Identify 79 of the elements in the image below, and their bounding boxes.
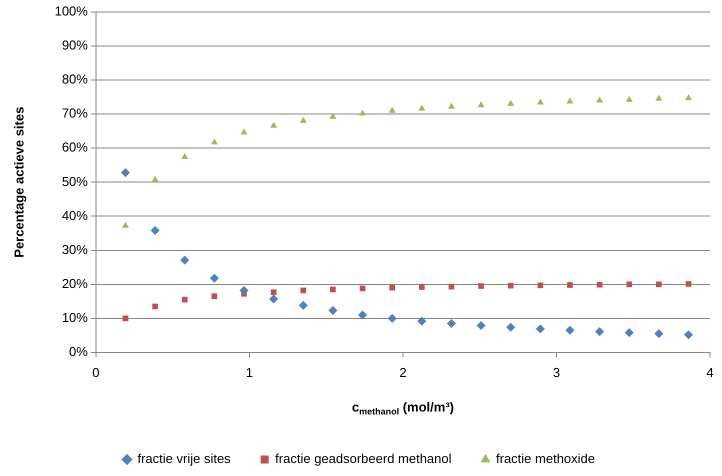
y-tick-label: 20%: [62, 276, 88, 291]
point: [626, 96, 633, 102]
point: [654, 329, 664, 338]
x-tick-label: 3: [552, 364, 560, 380]
y-tick-label: 30%: [62, 242, 88, 257]
point: [152, 176, 159, 182]
x-tick-label: 1: [246, 364, 254, 380]
point: [122, 222, 129, 228]
point: [240, 128, 248, 134]
point: [300, 288, 306, 294]
point: [418, 104, 426, 111]
point: [626, 281, 632, 288]
point: [656, 281, 662, 288]
x-tick-label: 0: [92, 364, 100, 380]
point: [448, 284, 454, 290]
y-axis-title: Percentage actieve sites: [11, 106, 26, 258]
point: [448, 102, 455, 109]
point: [358, 310, 368, 320]
legend-label: fractie geadsorbeerd methanol: [275, 451, 452, 466]
point: [536, 324, 545, 334]
y-tick-label: 50%: [62, 174, 88, 189]
point: [388, 106, 396, 113]
point: [417, 316, 426, 326]
point: [181, 153, 188, 160]
y-tick-label: 10%: [62, 310, 88, 325]
point: [595, 327, 604, 336]
point: [686, 281, 692, 287]
legend-label: fractie vrije sites: [137, 451, 232, 466]
y-tick-label: 100%: [54, 4, 88, 19]
point: [476, 321, 486, 330]
x-tick-label: 2: [399, 364, 407, 380]
point: [150, 226, 160, 236]
point: [212, 293, 218, 300]
y-tick-label: 80%: [62, 72, 88, 87]
point: [389, 284, 396, 291]
point: [270, 122, 278, 128]
point: [359, 109, 366, 116]
y-tick-label: 60%: [62, 140, 88, 155]
point: [596, 96, 604, 103]
point: [418, 284, 425, 290]
point: [269, 294, 278, 304]
point: [684, 330, 694, 340]
y-tick-label: 70%: [62, 106, 88, 121]
point: [478, 101, 485, 108]
point: [330, 286, 336, 292]
point: [565, 326, 574, 335]
point: [567, 282, 573, 288]
point: [120, 168, 130, 178]
point: [210, 138, 218, 144]
point: [508, 282, 514, 289]
point: [655, 94, 662, 101]
point: [507, 100, 514, 106]
y-tick-label: 0%: [69, 344, 88, 359]
point: [538, 282, 544, 288]
point: [298, 300, 308, 310]
point: [270, 289, 276, 295]
point: [180, 256, 190, 265]
point: [360, 286, 366, 292]
point: [624, 328, 634, 338]
point: [536, 98, 544, 105]
point: [122, 316, 128, 322]
x-tick-label: 4: [706, 364, 714, 380]
point: [685, 94, 692, 100]
y-tick-label: 40%: [62, 208, 88, 223]
point: [300, 116, 307, 123]
point: [240, 286, 249, 295]
point: [152, 304, 158, 310]
point: [478, 283, 484, 289]
point: [210, 274, 219, 283]
point: [328, 306, 338, 316]
point: [506, 322, 516, 332]
point: [596, 282, 602, 288]
point: [446, 318, 456, 328]
legend-label: fractie methoxide: [496, 451, 596, 466]
point: [182, 296, 188, 302]
point: [388, 314, 397, 323]
y-tick-label: 90%: [62, 38, 88, 53]
point: [329, 112, 336, 119]
point: [566, 98, 574, 104]
